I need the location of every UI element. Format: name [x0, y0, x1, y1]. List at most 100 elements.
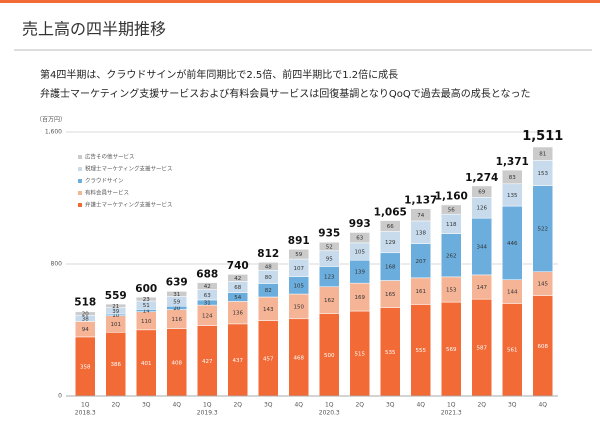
value-label: 169: [355, 295, 366, 301]
value-label: 23: [143, 297, 150, 303]
value-label: 129: [385, 240, 396, 246]
value-label: 105: [294, 283, 305, 289]
value-label: 21: [112, 304, 119, 310]
subtitle: 第4四半期は、クラウドサインが前年同期比で2.5倍、前四半期比で1.2倍に成長: [40, 68, 398, 81]
x-tick-label: 4Q: [416, 402, 425, 409]
value-label: 136: [233, 311, 244, 317]
value-label: 153: [446, 287, 457, 293]
y-unit: （百万円）: [36, 117, 66, 124]
value-label: 162: [324, 298, 335, 304]
x-tick-label: 3Q: [142, 402, 151, 409]
value-label: 48: [265, 264, 272, 270]
bar-segment: [471, 185, 492, 198]
top-stripe: [0, 0, 600, 3]
value-label: 74: [417, 213, 424, 219]
value-label: 31: [173, 292, 180, 298]
bar-segment: [75, 311, 96, 316]
bar-segment: [502, 169, 523, 185]
value-label: 437: [233, 358, 244, 364]
value-label: 145: [538, 282, 549, 288]
total-label: 600: [135, 283, 157, 295]
value-label: 401: [141, 361, 152, 367]
total-label: 688: [196, 268, 218, 280]
subtitle: 弁護士マーケティング支援サービスおよび有料会員サービスは回復基調となりQoQで過…: [40, 87, 530, 100]
x-group-label: 2019.3: [197, 410, 218, 417]
value-label: 427: [202, 359, 213, 365]
total-label: 1,065: [374, 206, 407, 218]
value-label: 126: [477, 206, 488, 212]
bar-segment: [532, 146, 553, 161]
value-label: 587: [477, 346, 488, 352]
x-tick-label: 4Q: [294, 402, 303, 409]
value-label: 63: [204, 293, 211, 299]
value-label: 63: [356, 236, 363, 242]
legend-label: クラウドサイン: [85, 177, 124, 185]
x-tick-label: 2Q: [355, 402, 364, 409]
legend-label: 広告その他サービス: [85, 153, 135, 161]
legend-swatch: [78, 167, 82, 171]
value-label: 123: [324, 275, 335, 281]
total-label: 1,137: [404, 194, 437, 206]
total-label: 891: [288, 235, 310, 247]
value-label: 105: [355, 250, 366, 256]
total-label: 1,274: [465, 172, 498, 184]
legend-label: 税理士マーケティング支援サービス: [85, 165, 173, 173]
total-label: 559: [105, 290, 127, 302]
value-label: 66: [387, 224, 394, 230]
value-label: 82: [265, 288, 272, 294]
bar-segment: [105, 303, 126, 308]
total-label: 1,371: [496, 156, 529, 168]
x-tick-label: 1Q: [203, 402, 212, 409]
value-label: 95: [326, 257, 333, 263]
value-label: 147: [477, 285, 488, 291]
value-label: 153: [538, 171, 549, 177]
value-label: 344: [477, 245, 488, 251]
x-tick-label: 4Q: [172, 402, 181, 409]
value-label: 31: [204, 301, 211, 307]
legend-label: 有料会員サービス: [85, 189, 129, 197]
bar-segment: [441, 204, 462, 215]
value-label: 39: [112, 309, 119, 315]
bar-segment: [197, 282, 218, 290]
x-tick-label: 3Q: [264, 402, 273, 409]
value-label: 144: [507, 290, 518, 296]
value-label: 262: [446, 253, 457, 259]
value-label: 81: [539, 152, 546, 158]
value-label: 83: [509, 175, 516, 181]
value-label: 500: [324, 353, 335, 359]
y-tick-label: 800: [51, 261, 63, 268]
value-label: 94: [82, 327, 89, 333]
chart-title: 売上高の四半期推移: [22, 20, 166, 39]
value-label: 608: [538, 344, 549, 350]
bar-segment: [288, 249, 309, 260]
value-label: 408: [172, 360, 183, 366]
value-label: 20: [173, 306, 180, 312]
value-label: 143: [263, 307, 274, 313]
value-label: 515: [355, 352, 366, 358]
value-label: 386: [111, 362, 122, 368]
legend-swatch: [78, 203, 82, 207]
legend-swatch: [78, 179, 82, 183]
total-label: 518: [74, 297, 96, 309]
total-label: 993: [349, 218, 371, 230]
value-label: 535: [385, 350, 396, 356]
x-tick-label: 4Q: [538, 402, 547, 409]
value-label: 150: [294, 304, 305, 310]
x-tick-label: 2Q: [233, 402, 242, 409]
value-label: 101: [111, 322, 122, 328]
legend-swatch: [78, 155, 82, 159]
value-label: 59: [173, 299, 180, 305]
value-label: 56: [448, 208, 455, 214]
x-tick-label: 1Q: [447, 402, 456, 409]
x-tick-label: 1Q: [325, 402, 334, 409]
value-label: 42: [234, 276, 241, 282]
y-tick-label: 0: [58, 393, 62, 400]
value-label: 207: [416, 259, 427, 265]
bar-segment: [319, 241, 340, 252]
value-label: 358: [80, 364, 91, 370]
bar-segment: [258, 262, 279, 271]
value-label: 522: [538, 227, 549, 233]
value-label: 59: [295, 252, 302, 258]
legend-swatch: [78, 191, 82, 195]
